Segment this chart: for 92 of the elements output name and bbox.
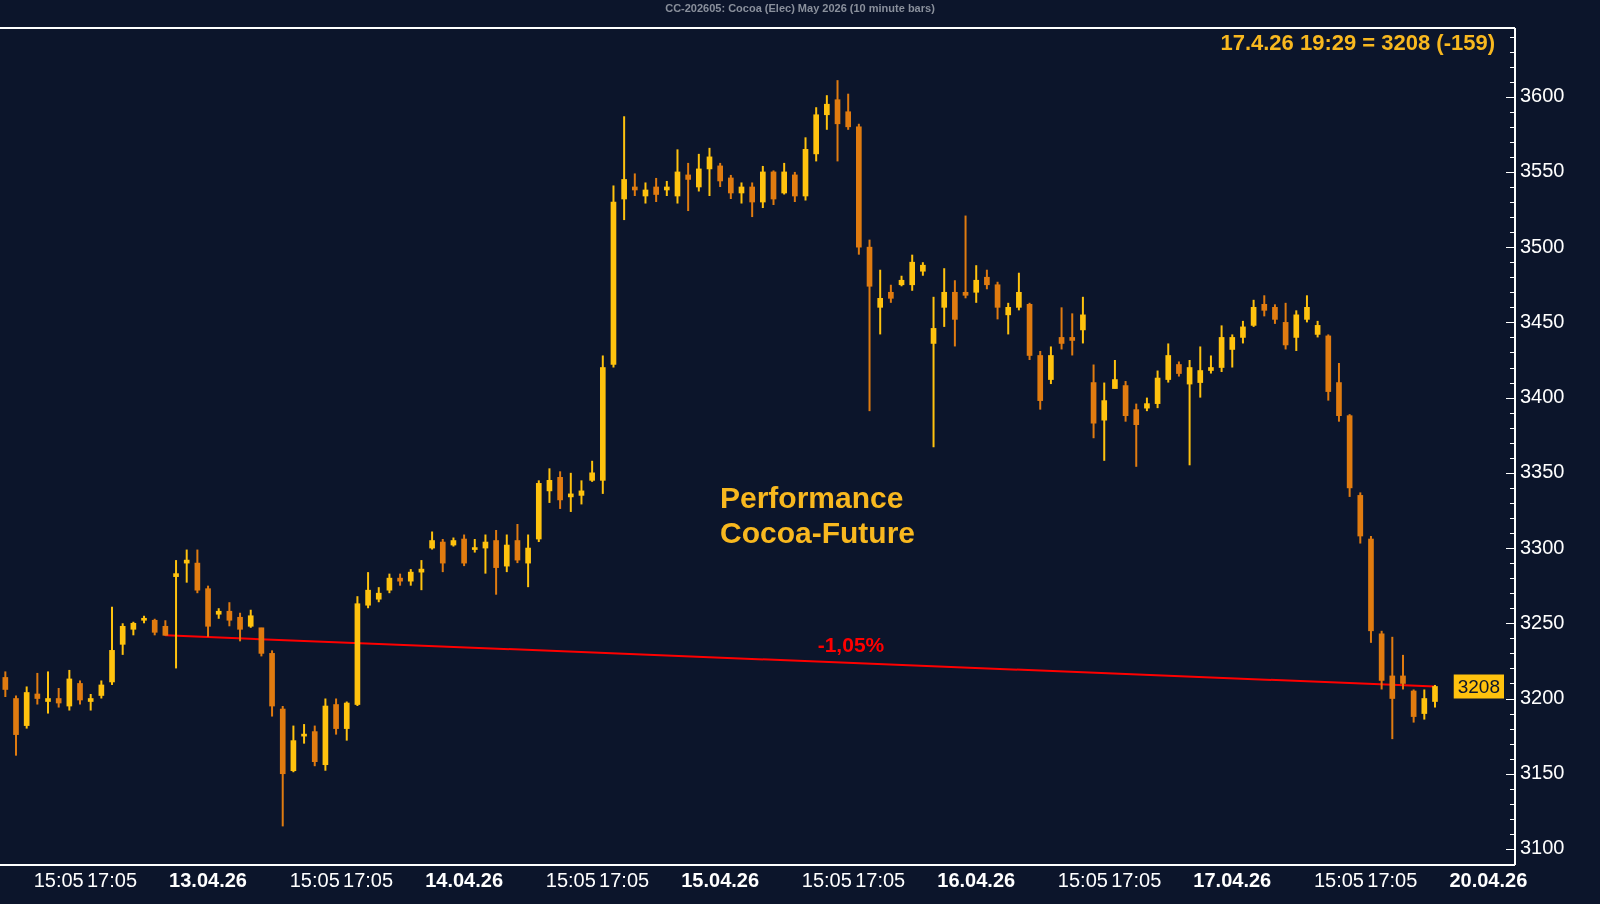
candlestick <box>55 686 62 709</box>
candlestick <box>621 115 627 222</box>
x-tick-label: 17:05 <box>1111 868 1162 891</box>
candlestick <box>1389 635 1396 741</box>
x-tick-label: 14.04.26 <box>425 868 504 891</box>
candlestick <box>909 253 916 292</box>
candlestick <box>503 533 510 574</box>
candlestick <box>962 214 969 300</box>
candlestick <box>973 264 980 304</box>
candlestick <box>930 295 937 449</box>
candlestick <box>1016 271 1022 312</box>
candlestick <box>77 679 83 706</box>
candlestick <box>1197 345 1204 399</box>
candlestick <box>941 267 948 328</box>
candlestick <box>984 268 990 291</box>
candlestick <box>1080 295 1086 345</box>
candlestick <box>1229 333 1236 369</box>
x-tick-label: 15:05 <box>545 868 596 891</box>
candlestick <box>1005 301 1012 336</box>
candlestick <box>749 181 755 219</box>
candlestick <box>888 283 894 304</box>
x-tick-label: 17:05 <box>599 868 650 891</box>
candlestick <box>557 470 563 510</box>
y-tick-label: 3100 <box>1520 836 1565 859</box>
x-tick-label: 17:05 <box>855 868 906 891</box>
candlestick <box>2 670 9 698</box>
x-tick-label: 15:05 <box>33 868 84 891</box>
candlestick <box>237 611 243 643</box>
text: Performance Cocoa-Future <box>720 480 916 550</box>
candlestick <box>824 94 830 131</box>
candlestick <box>781 161 787 196</box>
y-tick-label: 3500 <box>1520 234 1565 257</box>
candlestick <box>247 608 254 629</box>
candlestick <box>728 173 734 201</box>
y-tick-label: 3250 <box>1520 610 1565 633</box>
candlestick <box>1101 381 1108 462</box>
x-tick-label: 17:05 <box>1367 868 1418 891</box>
candlestick <box>1261 294 1268 318</box>
candlestick <box>1250 298 1257 328</box>
candlestick <box>226 601 233 628</box>
candlestick <box>365 571 371 610</box>
y-tick-label: 3150 <box>1520 761 1565 784</box>
x-tick-label: 20.04.26 <box>1449 868 1528 891</box>
candlestick <box>792 170 798 204</box>
y-tick-label: 3550 <box>1520 159 1565 182</box>
y-tick-label: 3350 <box>1520 460 1565 483</box>
y-tick-label: 3450 <box>1520 309 1565 332</box>
x-tick-label: 15:05 <box>801 868 852 891</box>
candlestick <box>386 572 393 595</box>
y-tick-label: 3400 <box>1520 385 1565 408</box>
candlestick <box>429 530 435 551</box>
candlestick <box>685 161 691 213</box>
x-tick-label: 16.04.26 <box>937 868 1016 891</box>
candlestick <box>1432 683 1438 709</box>
candlestick <box>994 280 1001 321</box>
y-tick-label: 3600 <box>1520 84 1565 107</box>
candlestick <box>589 459 595 483</box>
series-label: -1,05% <box>817 632 885 656</box>
x-tick-label: 15:05 <box>1313 868 1364 891</box>
y-tick-label: 3300 <box>1520 535 1565 558</box>
candlestick <box>1400 653 1406 691</box>
x-tick-label: 13.04.26 <box>169 868 247 891</box>
candlestick <box>717 161 723 188</box>
candlestick <box>695 152 702 193</box>
x-tick-label: 17.04.26 <box>1193 868 1272 891</box>
candlestick <box>45 670 51 715</box>
candlestick <box>1069 312 1076 357</box>
annotation: 17.4.26 19:29 = 3208 (-159) <box>1220 30 1495 56</box>
candlestick <box>173 559 179 670</box>
candlestick <box>877 268 884 336</box>
annotation: 3208 <box>1457 675 1501 697</box>
x-tick-label: 15.04.26 <box>681 868 760 891</box>
candlestick <box>1421 688 1428 721</box>
x-tick-label: 17:05 <box>86 868 138 891</box>
candlestick <box>1304 294 1310 324</box>
candlestick <box>1293 309 1300 352</box>
y-tick-label: 3200 <box>1520 686 1565 709</box>
candlestick <box>1133 402 1140 468</box>
x-tick-label: 15:05 <box>1057 868 1108 891</box>
candlestick <box>1058 306 1065 351</box>
x-tick-label: 17:05 <box>343 868 394 891</box>
candlestick <box>1240 319 1246 345</box>
candlestick <box>653 176 659 204</box>
candlestick <box>1208 354 1214 375</box>
chart-subtitle: CC-202605: Cocoa (Elec) May 2026 (10 minute bars) <box>664 2 936 15</box>
candlestick <box>119 622 126 656</box>
candlestick <box>845 92 852 131</box>
candlestick <box>525 533 531 589</box>
candlestick <box>439 538 446 574</box>
x-tick-label: 15:05 <box>289 868 340 891</box>
candlestick <box>1272 303 1278 325</box>
candlestick <box>1112 358 1118 390</box>
